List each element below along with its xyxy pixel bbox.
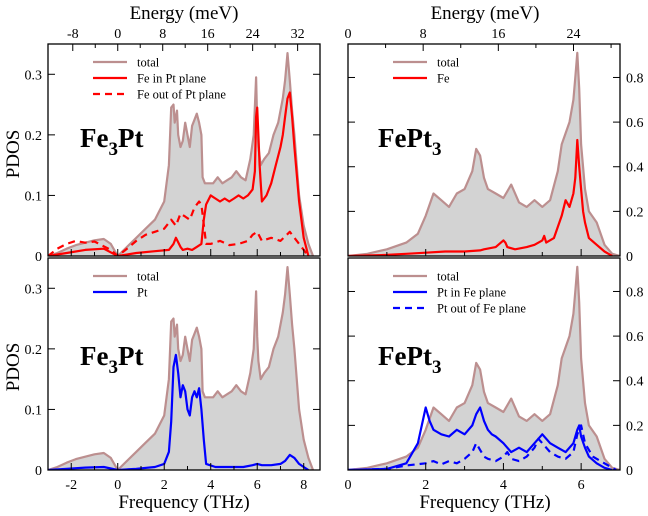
x-axis-title-right: Frequency (THz) (419, 492, 550, 513)
material-sub-fept3-pt: 3 (432, 357, 442, 378)
material-label-fe3pt-pt: Fe3Pt (80, 341, 143, 378)
panel-fe3pt-fe: 0 0.1 0.2 0.3 -8 0 8 16 24 32 total Fe in Pt plane F… (25, 27, 321, 265)
xtick-label-fept3-pt-0: 0 (345, 478, 352, 493)
material-main-fe3pt-fe: Fe (80, 123, 108, 153)
ytick-label-fe3pt-pt-2: 0.2 (25, 343, 43, 358)
xtick-label-fe3pt-pt-4: 6 (254, 478, 261, 493)
ytick-label-fept3-fe-0: 0 (626, 250, 633, 265)
xtick-label-fept3-pt-1: 2 (422, 478, 429, 493)
material-sub-fept3-fe: 3 (432, 139, 442, 160)
series-line-fe3pt-fe-total (48, 52, 315, 256)
top-tick-label-fept3-fe-3: 24 (566, 27, 580, 42)
ytick-label-fe3pt-pt-3: 0.3 (25, 282, 43, 297)
frame-fept3-fe (347, 43, 621, 257)
xtick-label-fept3-pt-2: 4 (500, 478, 507, 493)
legend-label-fe3pt-fe-1: Fe in Pt plane (137, 72, 207, 86)
legend-label-fe3pt-fe-0: total (137, 56, 160, 70)
material-label-fe3pt-fe: Fe3Pt (80, 123, 143, 160)
y-axis-title-bottom: PDOS (3, 343, 24, 392)
top-tick-label-fe3pt-fe-4: 24 (246, 27, 260, 42)
legend-label-fept3-pt-1: Pt in Fe plane (437, 286, 507, 300)
ytick-label-fept3-fe-2: 0.4 (626, 161, 644, 176)
material-main-fept3-pt: FePt (378, 341, 432, 371)
top-tick-label-fe3pt-fe-0: -8 (67, 27, 79, 42)
plot-area-fept3-fe (348, 51, 620, 256)
top-tick-label-fept3-fe-2: 16 (491, 27, 505, 42)
legend-label-fept3-pt-0: total (437, 270, 460, 284)
series-line-fe3pt-pt-total (48, 266, 315, 470)
top-tick-label-fe3pt-fe-5: 32 (291, 27, 305, 42)
material-label-fept3-fe: FePt3 (378, 123, 441, 160)
plot-area-fept3-pt (348, 265, 620, 470)
panel-fept3-fe: 0 0.2 0.4 0.6 0.8 0 8 16 24 total Fe FePt3 (345, 27, 644, 265)
ytick-label-fe3pt-fe-3: 0.3 (25, 68, 43, 83)
material-tail-fe3pt-fe: Pt (118, 123, 143, 153)
top-tick-label-fept3-fe-0: 0 (345, 27, 352, 42)
ytick-label-fe3pt-fe-1: 0.1 (25, 189, 43, 204)
top-tick-label-fe3pt-fe-2: 8 (159, 27, 166, 42)
top-tick-label-fe3pt-fe-3: 16 (201, 27, 215, 42)
plot-area-fe3pt-fe (48, 52, 315, 256)
ytick-label-fe3pt-pt-0: 0 (35, 464, 42, 479)
legend-label-fe3pt-pt-1: Pt (137, 286, 148, 300)
legend-label-fept3-fe-0: total (437, 56, 460, 70)
y-axis-title-top: PDOS (3, 130, 24, 179)
series-fill-fept3-pt-total (348, 266, 620, 470)
xtick-label-fe3pt-pt-1: 0 (114, 478, 121, 493)
legend-label-fept3-fe-1: Fe (437, 72, 450, 86)
xtick-label-fept3-pt-3: 6 (578, 478, 585, 493)
ytick-label-fept3-fe-1: 0.2 (626, 205, 644, 220)
frame-fept3-pt (347, 257, 621, 471)
ytick-label-fept3-pt-1: 0.2 (626, 419, 644, 434)
ytick-label-fept3-pt-3: 0.6 (626, 330, 644, 345)
ytick-label-fe3pt-fe-2: 0.2 (25, 129, 43, 144)
material-sub-fe3pt-pt: 3 (108, 357, 118, 378)
xtick-label-fe3pt-pt-2: 2 (161, 478, 168, 493)
material-main-fe3pt-pt: Fe (80, 341, 108, 371)
top-axis-title-right: Energy (meV) (431, 3, 540, 24)
ytick-label-fe3pt-fe-0: 0 (35, 250, 42, 265)
legend-label-fept3-pt-2: Pt out of Fe plane (437, 302, 526, 316)
series-line-fe3pt-pt-1 (48, 353, 309, 470)
top-axis-title-left: Energy (meV) (130, 3, 239, 24)
material-label-fept3-pt: FePt3 (378, 341, 441, 378)
material-sub-fe3pt-fe: 3 (108, 139, 118, 160)
series-line-fept3-pt-1 (348, 406, 613, 470)
legend-label-fe3pt-pt-0: total (137, 270, 160, 284)
material-main-fept3-fe: FePt (378, 123, 432, 153)
series-line-fe3pt-fe-2 (48, 200, 310, 256)
top-tick-label-fept3-fe-1: 8 (420, 27, 427, 42)
series-line-fe3pt-fe-1 (48, 91, 310, 256)
material-tail-fe3pt-pt: Pt (118, 341, 143, 371)
xtick-label-fe3pt-pt-5: 8 (300, 478, 307, 493)
series-line-fept3-pt-2 (348, 424, 617, 470)
series-fill-fe3pt-fe-total (48, 53, 313, 256)
xtick-label-fe3pt-pt-3: 4 (207, 478, 214, 493)
series-line-fept3-fe-total (348, 51, 620, 256)
series-fill-fept3-fe-total (348, 52, 620, 256)
top-tick-label-fe3pt-fe-1: 0 (114, 27, 121, 42)
xtick-label-fe3pt-pt-0: -2 (65, 478, 77, 493)
ytick-label-fept3-fe-4: 0.8 (626, 71, 644, 86)
ytick-label-fe3pt-pt-1: 0.1 (25, 403, 43, 418)
ytick-label-fept3-pt-2: 0.4 (626, 375, 644, 390)
plot-area-fe3pt-pt (48, 266, 315, 470)
frame-fe3pt-pt (47, 257, 321, 471)
ytick-label-fept3-pt-0: 0 (626, 464, 633, 479)
series-line-fept3-pt-total (348, 265, 620, 470)
series-fill-fe3pt-pt-total (48, 267, 313, 470)
legend-label-fe3pt-fe-2: Fe out of Pt plane (137, 88, 226, 102)
frame-fe3pt-fe (47, 43, 321, 257)
panel-fept3-pt: 0 0.2 0.4 0.6 0.8 0 2 4 6 total Pt in Fe plane Pt o… (345, 257, 644, 493)
x-axis-title-left: Frequency (THz) (118, 492, 249, 513)
ytick-label-fept3-pt-4: 0.8 (626, 285, 644, 300)
series-line-fept3-fe-1 (348, 138, 613, 256)
ytick-label-fept3-fe-3: 0.6 (626, 116, 644, 131)
